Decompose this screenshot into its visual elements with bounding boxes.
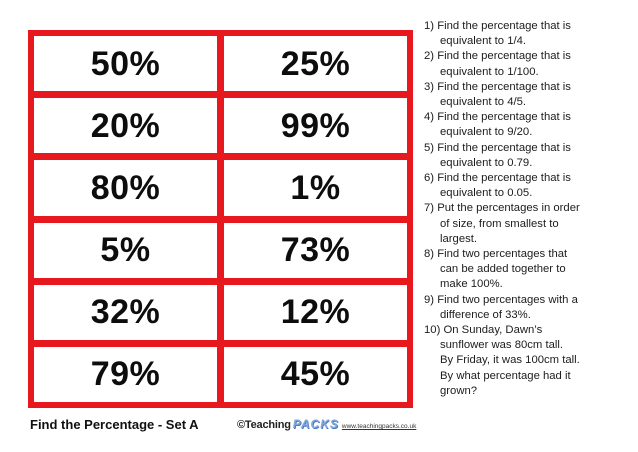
percentage-card: 32%: [34, 284, 217, 340]
question-number: 8): [424, 248, 435, 261]
teachingpacks-logo: ©Teaching PACKS www.teachingpacks.co.uk: [237, 417, 416, 431]
percentage-card: 73%: [224, 222, 407, 278]
worksheet-title: Find the Percentage - Set A: [30, 417, 199, 432]
question-number: 2): [424, 50, 435, 63]
question-number: 9): [424, 293, 435, 306]
percentage-card: 45%: [224, 346, 407, 402]
question-item: 7) Put the percentages in order of size,…: [424, 201, 632, 247]
question-number: 3): [424, 80, 435, 93]
question-number: 6): [424, 172, 435, 185]
question-item: 9) Find two percentages with a differenc…: [424, 293, 632, 323]
question-text: Find two percentages that can be added t…: [437, 248, 568, 291]
percentage-grid: 50% 25% 20% 99% 80% 1% 5% 73% 32% 12% 79…: [28, 30, 413, 408]
question-item: 5) Find the percentage that is equivalen…: [424, 141, 632, 171]
question-item: 8) Find two percentages that can be adde…: [424, 247, 632, 293]
question-number: 7): [424, 202, 435, 215]
questions-panel: 1) Find the percentage that is equivalen…: [424, 19, 632, 399]
percentage-card: 5%: [34, 222, 217, 278]
question-text: Find the percentage that is equivalent t…: [437, 172, 571, 200]
percentage-card: 20%: [34, 98, 217, 154]
question-number: 1): [424, 20, 435, 32]
percentage-card: 99%: [224, 98, 407, 154]
question-item: 4) Find the percentage that is equivalen…: [424, 110, 632, 140]
question-text: On Sunday, Dawn’s sunflower was 80cm tal…: [440, 324, 580, 397]
logo-brand-text: PACKS: [292, 417, 339, 431]
question-text: Find the percentage that is equivalent t…: [437, 20, 571, 48]
question-text: Find the percentage that is equivalent t…: [437, 141, 571, 169]
question-number: 10): [424, 324, 441, 337]
logo-website-text: www.teachingpacks.co.uk: [341, 423, 417, 430]
question-item: 10) On Sunday, Dawn’s sunflower was 80cm…: [424, 323, 632, 399]
question-item: 1) Find the percentage that is equivalen…: [424, 19, 632, 49]
question-item: 6) Find the percentage that is equivalen…: [424, 171, 632, 201]
percentage-card: 25%: [224, 36, 407, 92]
question-number: 5): [424, 141, 435, 154]
percentage-card: 79%: [34, 346, 217, 402]
percentage-card: 12%: [224, 284, 407, 340]
question-item: 3) Find the percentage that is equivalen…: [424, 80, 632, 110]
percentage-card: 1%: [224, 160, 407, 216]
question-text: Find the percentage that is equivalent t…: [437, 111, 571, 139]
logo-copyright-text: ©Teaching: [237, 419, 291, 431]
question-text: Find two percentages with a difference o…: [437, 293, 578, 321]
question-number: 4): [424, 111, 435, 124]
question-text: Find the percentage that is equivalent t…: [437, 80, 571, 109]
question-text: Find the percentage that is equivalent t…: [437, 50, 571, 78]
percentage-card: 50%: [34, 36, 217, 92]
question-item: 2) Find the percentage that is equivalen…: [424, 49, 632, 79]
percentage-card: 80%: [34, 160, 217, 216]
question-text: Put the percentages in order of size, fr…: [437, 202, 580, 245]
